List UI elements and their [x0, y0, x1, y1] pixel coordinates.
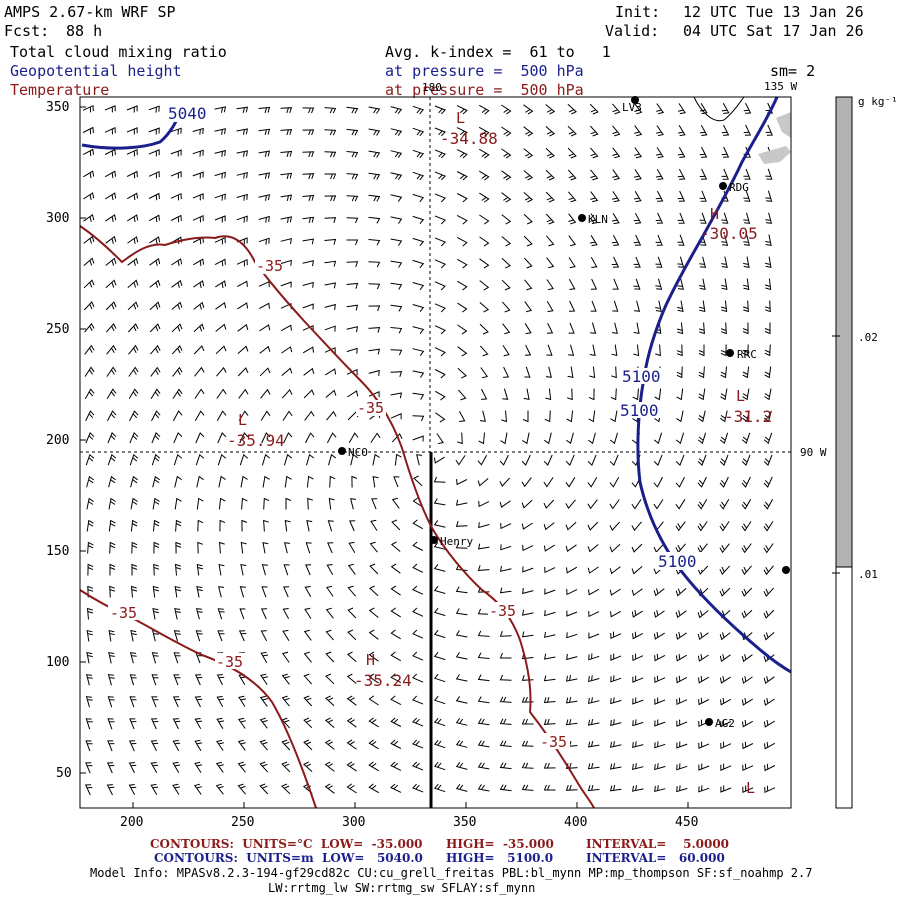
- meridian-label-90w: 90 W: [800, 446, 827, 459]
- high-value-2: -30.05: [700, 224, 758, 243]
- y-tick-300: 300: [46, 211, 70, 226]
- init-value: 12 UTC Tue 13 Jan 26: [683, 3, 864, 21]
- y-tick-350: 350: [46, 100, 70, 115]
- x-tick-400: 400: [564, 815, 588, 830]
- height-contour-gaps: [168, 104, 704, 570]
- station-ag2: AG2: [715, 717, 735, 730]
- height-label-5100-a: 5100: [622, 367, 661, 386]
- colorbar: [832, 96, 853, 809]
- x-tick-350: 350: [453, 815, 477, 830]
- low-label-3: L: [736, 387, 746, 405]
- y-tick-50: 50: [56, 766, 72, 781]
- colorbar-tick-02: .02: [858, 331, 878, 344]
- footer-height-contours: CONTOURS: UNITS=m LOW= 5040.0: [154, 851, 423, 865]
- valid-label: Valid:: [605, 22, 660, 40]
- station-rrc: RRC: [737, 348, 757, 361]
- temp-label-5: -35: [110, 604, 138, 622]
- temp-label-6: -35: [216, 653, 244, 671]
- y-tick-200: 200: [46, 433, 70, 448]
- pressure-temperature: at pressure = 500 hPa: [385, 81, 584, 99]
- x-tick-450: 450: [675, 815, 699, 830]
- low-value-3: -31.2: [724, 407, 773, 426]
- station-rdg: RDG: [729, 181, 749, 194]
- fcst-label: Fcst:: [4, 22, 50, 40]
- fcst-value: 88 h: [66, 22, 103, 40]
- x-tick-300: 300: [342, 815, 366, 830]
- x-tick-250: 250: [231, 815, 255, 830]
- height-label-5100-b: 5100: [620, 401, 659, 420]
- low-value-1: -34.88: [440, 129, 498, 148]
- temp-label-1: -35: [256, 257, 284, 275]
- x-tick-200: 200: [120, 815, 144, 830]
- field-temperature: Temperature: [10, 81, 110, 99]
- y-tick-100: 100: [46, 655, 70, 670]
- pressure-height: at pressure = 500 hPa: [385, 62, 584, 80]
- temp-label-2: -35: [357, 399, 385, 417]
- footer-height-interval: INTERVAL= 60.000: [586, 851, 725, 865]
- avg-kindex: Avg. k-index = 61 to 1: [385, 43, 611, 61]
- footer-height-high: HIGH= 5100.0: [446, 851, 554, 865]
- temperature-contour-gaps: [108, 258, 570, 749]
- height-label-5040: 5040: [168, 104, 207, 123]
- colorbar-unit: g kg⁻¹: [858, 95, 898, 108]
- contour-top: [693, 96, 745, 122]
- meridian-label-135w: 135 W: [764, 80, 798, 93]
- valid-value: 04 UTC Sat 17 Jan 26: [683, 22, 864, 40]
- temp-label-4: -35: [540, 733, 568, 751]
- field-cloud: Total cloud mixing ratio: [10, 43, 227, 61]
- low-value-2: -35.94: [227, 431, 285, 450]
- station-kln: KLN: [588, 213, 608, 226]
- wind-barbs: [82, 102, 776, 796]
- meridian-label-180: 180: [422, 81, 442, 94]
- high-label-2: H: [710, 205, 720, 223]
- height-contours: [81, 96, 792, 674]
- y-tick-150: 150: [46, 544, 70, 559]
- temperature-contours: [79, 225, 595, 809]
- station-lv3: LV3: [622, 101, 642, 114]
- height-label-5100-c: 5100: [658, 552, 697, 571]
- field-height: Geopotential height: [10, 62, 182, 80]
- temp-label-3: -35: [489, 602, 517, 620]
- footer-temp-contours: CONTOURS: UNITS=°C LOW= -35.000: [150, 837, 423, 851]
- low-label-4: L: [746, 779, 756, 797]
- high-value-1: -35.24: [354, 671, 412, 690]
- low-label-1: L: [456, 109, 466, 127]
- low-label-2: L: [238, 411, 248, 429]
- map-frame: [79, 96, 792, 809]
- station-nco: NCO: [348, 446, 368, 459]
- model-info-2: LW:rrtmg_lw SW:rrtmg_sw SFLAY:sf_mynn: [268, 881, 536, 895]
- footer-temp-interval: INTERVAL= 5.0000: [586, 837, 730, 851]
- init-label: Init:: [615, 3, 661, 21]
- smoothing: sm= 2: [770, 62, 816, 80]
- high-label-1: H: [366, 651, 376, 669]
- y-tick-250: 250: [46, 322, 70, 337]
- colorbar-tick-01: .01: [858, 568, 878, 581]
- model-info: Model Info: MPASv8.2.3-194-gf29cd82c CU:…: [90, 866, 813, 880]
- station-henry: Henry: [440, 535, 474, 548]
- footer-temp-high: HIGH= -35.000: [446, 837, 554, 851]
- model-title: AMPS 2.67-km WRF SP: [4, 3, 176, 21]
- cloud-patches: [758, 112, 791, 164]
- station-markers: [338, 96, 790, 726]
